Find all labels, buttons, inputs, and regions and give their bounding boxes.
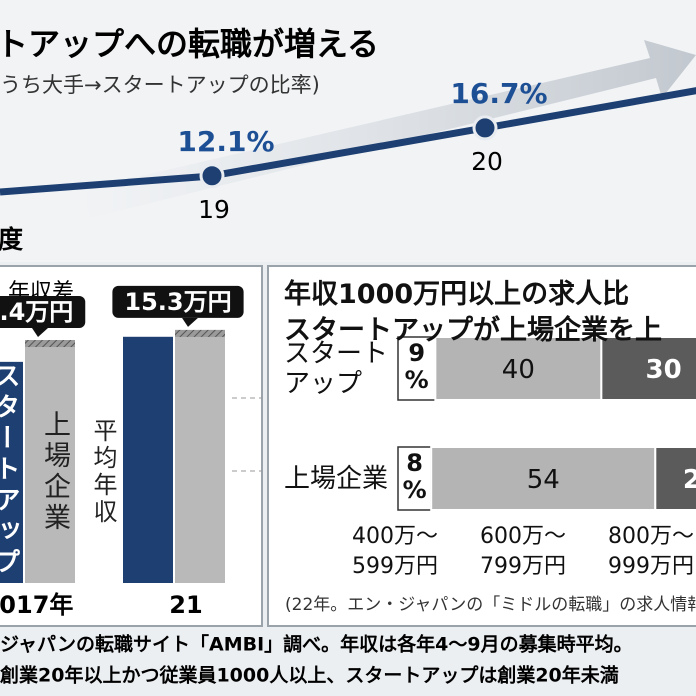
point [472,115,498,141]
bar [0,361,23,583]
bar-segment [434,336,603,401]
panel-title: 年収1000万円以上の求人比 スタートアップが上場企業を上 [284,279,662,346]
x-tick-label: 20 [471,147,503,176]
annotation-pointer [32,328,48,338]
annotation: 15.3万円 [124,288,231,316]
line-extension [484,87,696,132]
annotation-box [112,285,244,318]
y-tick-label: スタート アップ [284,338,389,399]
y-axis-label: 平均年収 [89,418,117,526]
value-label: 22 [683,465,696,495]
bar-segment [397,336,437,401]
bar-cap [25,340,75,348]
bar [25,340,75,583]
value-label: 16.7% [450,77,547,110]
bar-segment [600,336,696,401]
value-label: 9 % [404,338,429,394]
source-note: (22年。エン・ジャパンの「ミドルの転職」の求人情報 [285,595,696,615]
x-tick-label: 19 [198,195,230,224]
value-label: 12.1% [177,125,274,158]
legend-label: 上場企業 [39,410,70,534]
value-label: 40 [502,355,535,385]
x-tick-label: 21 [169,591,202,619]
x-axis-label: 度 [0,225,23,254]
legend-label: スタートアップ [0,362,20,579]
y-tick-label: 上場企業 [284,463,389,494]
footnote: ジャパンの転職サイト「AMBI」調べ。年収は各年4～9月の募集時平均。 [0,633,633,656]
bar-segment [654,446,696,511]
value-label: 8 % [402,448,427,504]
point [199,163,225,189]
footnote: 創業20年以上かつ従業員1000人以上、スタートアップは創業20年未満 [0,664,619,687]
value-label: 54 [527,465,560,495]
annotation-pointer [182,317,198,327]
bar-segment [397,446,432,511]
bar [123,336,173,583]
bar [175,329,225,583]
legend-label: 400万～ 599万円 [352,524,438,579]
legend-label: 800万～ 999万円 [608,524,694,579]
legend-label: 600万～ 799万円 [480,524,566,579]
annotation-box [0,296,86,329]
subtitle: うち大手→スタートアップの比率) [0,73,320,97]
title: トアップへの転職が増える [0,25,379,63]
value-label: 30 [646,355,682,385]
bar-cap [175,329,225,337]
x-tick-label: 2017年 [0,591,73,619]
annotation: 8.4万円 [0,298,73,326]
line [211,124,486,180]
line-extension [0,172,213,196]
